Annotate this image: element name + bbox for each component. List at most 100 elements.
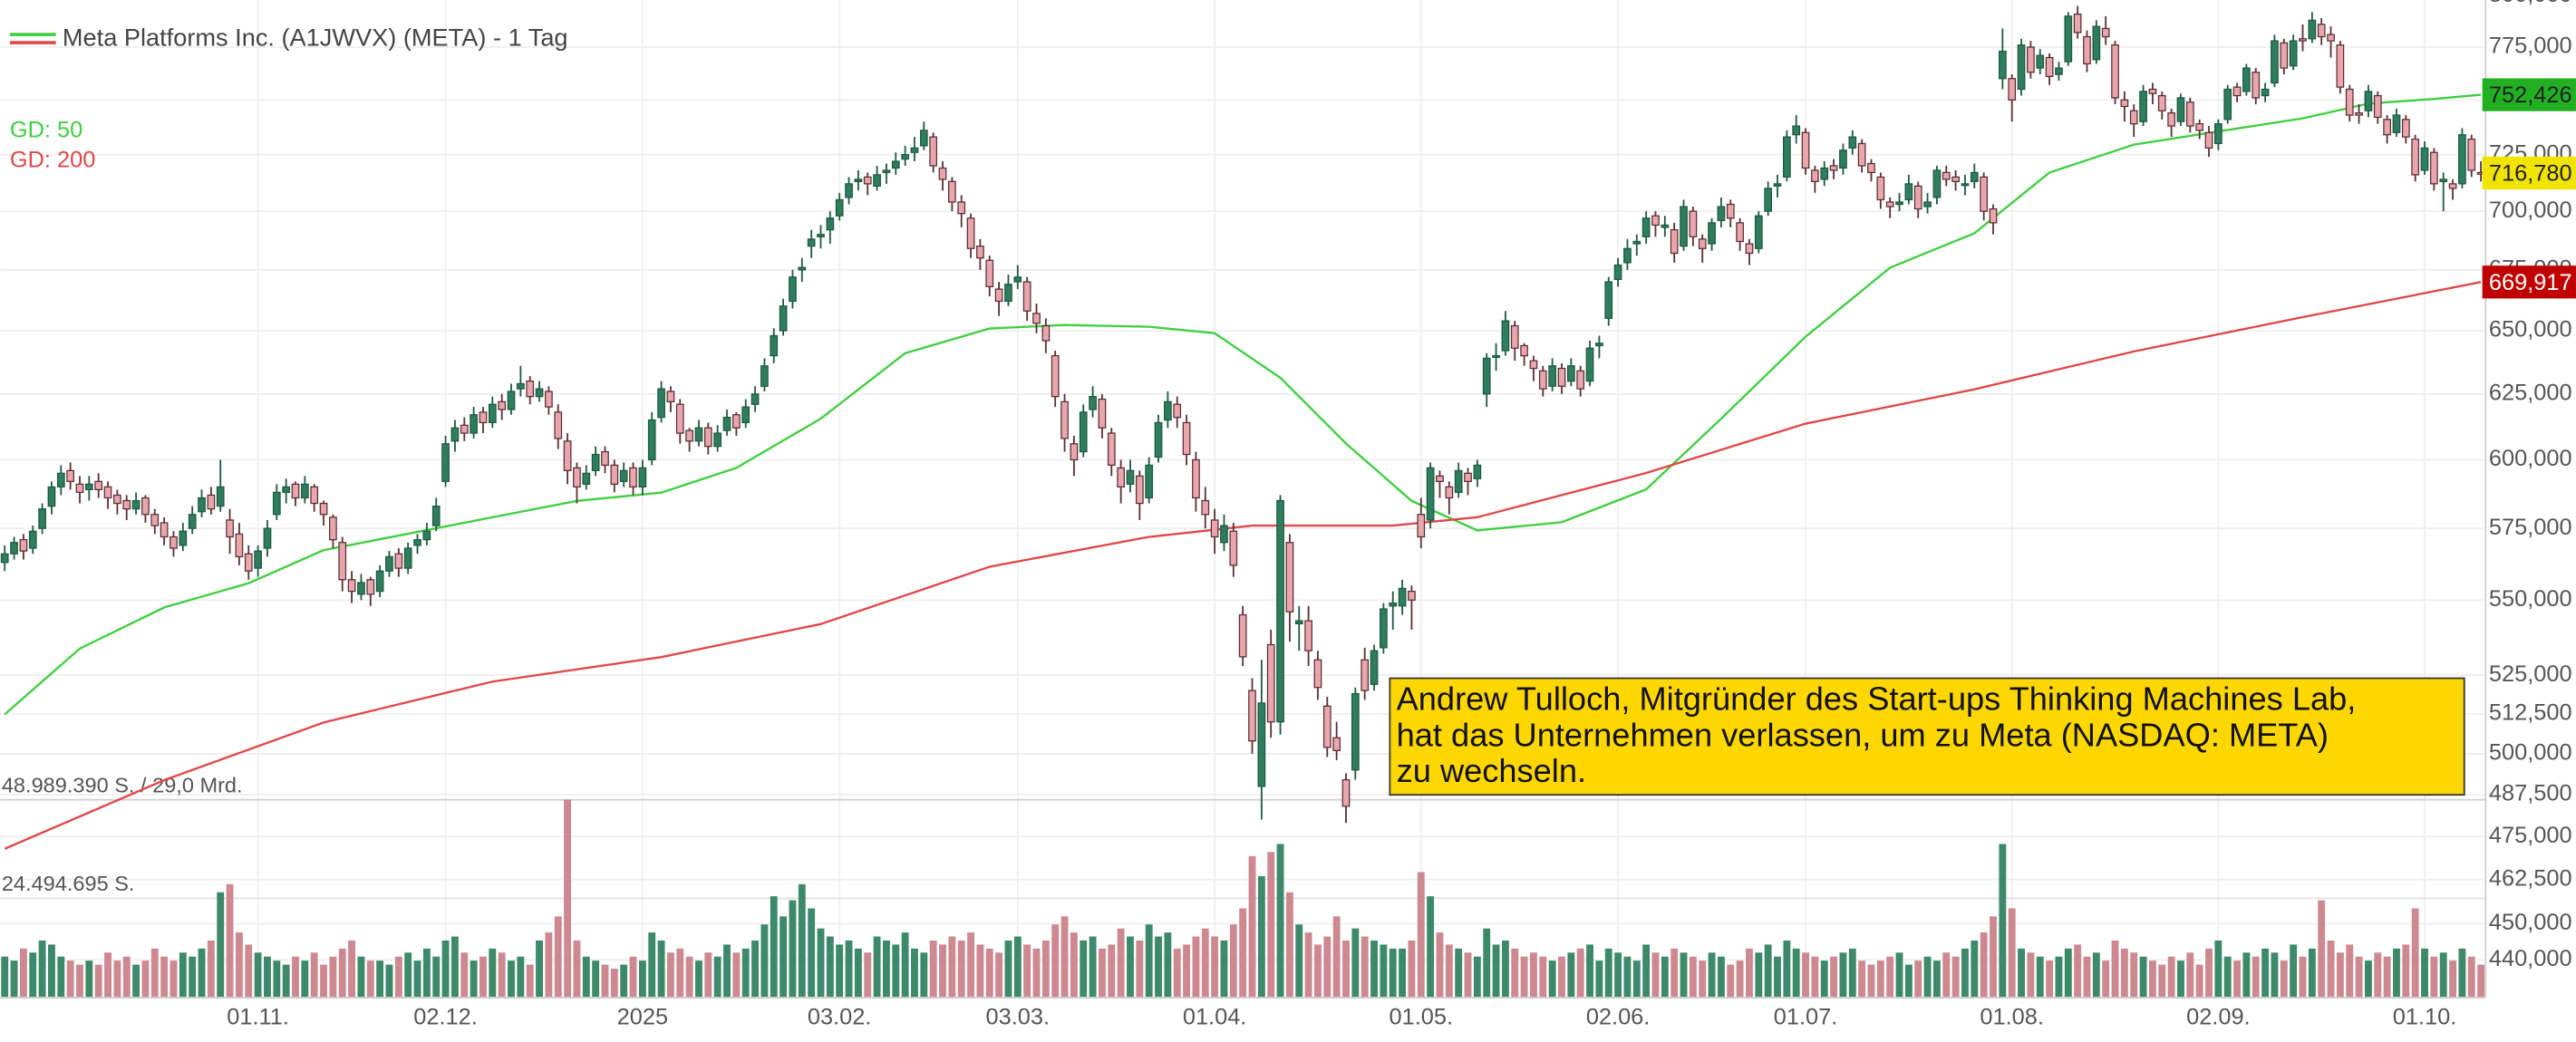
candle-body (84, 483, 93, 491)
candle-body (1192, 458, 1200, 499)
volume-bar (685, 956, 693, 998)
y-tick-label: 625,000 (2489, 381, 2572, 406)
candle-body (122, 499, 131, 510)
candle-body (1661, 224, 1670, 228)
volume-bar (536, 941, 543, 998)
volume-bar (2336, 952, 2344, 998)
candle-body (1867, 162, 1875, 174)
annotation-box (1389, 677, 2465, 796)
candle-body (141, 497, 150, 516)
candle-body (131, 499, 140, 510)
volume-bar (2102, 960, 2110, 998)
candle-body (2213, 122, 2223, 145)
candle-body (1285, 542, 1294, 613)
candle-body (1464, 472, 1472, 482)
volume-bar (394, 956, 402, 998)
volume-bar (1736, 960, 1744, 998)
volume-bar (1380, 944, 1388, 998)
candle-body (807, 238, 816, 247)
volume-bar (1417, 872, 1425, 998)
volume-bar (10, 960, 18, 998)
candle-body (760, 365, 769, 387)
candle-body (38, 508, 46, 529)
volume-bar (1183, 944, 1191, 998)
volume-bar (329, 956, 337, 998)
candle-body (591, 453, 600, 471)
candle-body (282, 486, 291, 494)
volume-bar (2252, 956, 2260, 998)
y-tick-label: 440,000 (2489, 946, 2572, 971)
volume-bar (573, 941, 581, 998)
volume-bar (1932, 960, 1941, 998)
candle-body (779, 305, 788, 332)
candle-body (169, 535, 178, 549)
candle-body (854, 178, 863, 182)
candle-body (2355, 111, 2363, 116)
volume-bar (1051, 924, 1060, 998)
candle-body (1070, 443, 1079, 461)
volume-bar (1990, 916, 1997, 998)
volume-bar (2308, 948, 2316, 998)
volume-bar (1904, 964, 1913, 998)
candle-body (0, 553, 9, 564)
volume-bar (198, 948, 206, 998)
candle-body (2289, 40, 2298, 67)
candle-body (1332, 737, 1341, 752)
candle-body (1229, 530, 1238, 566)
volume-bar (836, 944, 844, 998)
volume-bar (1848, 948, 1856, 998)
volume-bar (1717, 956, 1725, 998)
candle-body (1942, 171, 1951, 180)
candle-body (1117, 467, 1125, 487)
volume-bar (1267, 852, 1275, 998)
candle-body (2111, 44, 2119, 99)
candle-body (310, 486, 319, 505)
x-tick-label: 01.10. (2393, 1004, 2457, 1029)
candle-body (366, 579, 375, 595)
candle-body (1548, 365, 1557, 387)
candle-body (638, 467, 647, 487)
volume-bar (2167, 956, 2175, 998)
candle-body (526, 380, 535, 398)
volume-bar (122, 956, 131, 998)
candle-body (976, 246, 984, 259)
volume-bar (508, 960, 515, 998)
volume-bar (1802, 952, 1809, 998)
candle-body (272, 491, 281, 516)
candle-body (2064, 15, 2073, 63)
volume-bar (1820, 960, 1828, 998)
candle-body (207, 494, 216, 510)
volume-bar (264, 956, 271, 998)
volume-bar (2290, 944, 2298, 998)
volume-bar (526, 964, 534, 998)
candle-body (516, 382, 525, 390)
candle-body (1641, 217, 1651, 237)
volume-bar (704, 952, 712, 998)
candle-body (685, 429, 693, 442)
annotation-text: hat das Unternehmen verlassen, um zu Met… (1397, 716, 2329, 753)
candle-body (188, 514, 197, 529)
x-tick-label: 01.05. (1390, 1004, 1454, 1029)
candle-body (1782, 136, 1791, 178)
volume-bar (1304, 932, 1312, 998)
volume-bar (1980, 932, 1988, 998)
volume-bar (235, 932, 243, 998)
volume-bar (2074, 944, 2082, 998)
candle-body (1857, 142, 1866, 167)
candle-body (1764, 188, 1773, 212)
volume-bar (207, 941, 215, 998)
candle-body (1623, 247, 1632, 264)
candle-body (835, 198, 844, 217)
candle-body (845, 183, 853, 198)
volume-bar (1999, 844, 2007, 998)
candle-body (619, 469, 628, 482)
candle-body (2401, 119, 2410, 138)
candle-body (103, 486, 112, 499)
candle-body (826, 217, 835, 231)
volume-bar (695, 960, 702, 998)
candle-body (1970, 171, 1979, 182)
candle-body (1670, 228, 1679, 255)
candle-body (1839, 150, 1847, 169)
candle-body (1529, 360, 1538, 370)
volume-bar (169, 960, 178, 998)
